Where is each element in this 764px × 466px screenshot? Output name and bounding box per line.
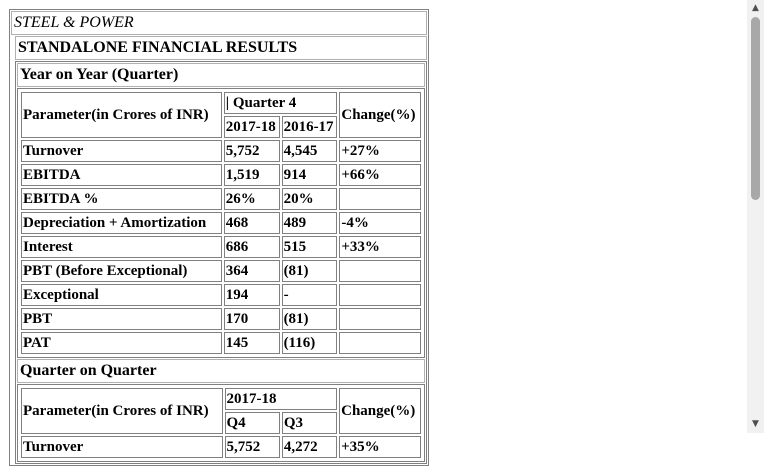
qoq-table-wrap: Parameter(in Crores of INR) 2017-18 Chan… — [17, 384, 425, 462]
table-subheader-row: 2017-18 2016-17 — [21, 116, 421, 138]
table-row: PBT (Before Exceptional) 364 (81) — [21, 260, 421, 282]
row-value-2: 4,545 — [281, 140, 338, 162]
row-change — [339, 332, 421, 354]
row-param: Depreciation + Amortization — [21, 212, 222, 234]
scroll-thumb[interactable] — [751, 17, 760, 200]
row-value-1: 686 — [223, 236, 280, 258]
row-value-2: - — [281, 284, 338, 306]
row-value-2: 914 — [281, 164, 338, 186]
table-row: Interest 686 515 +33% — [21, 236, 421, 258]
table-row: EBITDA % 26% 20% — [21, 188, 421, 210]
param-header: Parameter(in Crores of INR) — [21, 388, 223, 434]
table-row: Exceptional 194 - — [21, 284, 421, 306]
yoy-table: Parameter(in Crores of INR) | Quarter 4 … — [19, 90, 423, 356]
row-param: PAT — [21, 332, 222, 354]
change-header: Change(%) — [339, 92, 421, 138]
row-value-1: 364 — [223, 260, 280, 282]
scroll-down-icon[interactable]: ▼ — [752, 419, 759, 429]
row-param: Exceptional — [21, 284, 222, 306]
row-param: Turnover — [21, 436, 223, 458]
row-value-2: 20% — [281, 188, 338, 210]
table-header-row: Parameter(in Crores of INR) 2017-18 Chan… — [21, 388, 421, 434]
row-value-1: 194 — [223, 284, 280, 306]
yoy-title: Year on Year (Quarter) — [17, 63, 425, 87]
row-value-2: 489 — [281, 212, 338, 234]
page-title: STANDALONE FINANCIAL RESULTS — [15, 36, 427, 60]
scroll-up-icon[interactable]: ▲ — [752, 3, 759, 13]
brand-label: STEEL & POWER — [11, 11, 427, 35]
results-page: STEEL & POWER STANDALONE FINANCIAL RESUL… — [9, 9, 429, 466]
quarter-header: | Quarter 4 — [223, 92, 338, 114]
row-change: +27% — [339, 140, 421, 162]
row-value-1: 145 — [223, 332, 280, 354]
row-param: Interest — [21, 236, 222, 258]
row-change: +66% — [339, 164, 421, 186]
yoy-table-wrap: Parameter(in Crores of INR) | Quarter 4 … — [17, 88, 425, 358]
qoq-table: Parameter(in Crores of INR) 2017-18 Chan… — [19, 386, 423, 460]
table-row: PBT 170 (81) — [21, 308, 421, 330]
row-value-1: 468 — [223, 212, 280, 234]
row-change — [339, 260, 421, 282]
row-value-2: (81) — [281, 260, 338, 282]
row-value-1: 5,752 — [223, 140, 280, 162]
col2-header: Q3 — [281, 412, 338, 434]
row-change — [339, 188, 421, 210]
year-header: 2017-18 — [224, 388, 338, 410]
row-param: EBITDA — [21, 164, 222, 186]
vertical-scrollbar[interactable]: ▲ ▼ — [747, 0, 764, 433]
results-container: STEEL & POWER STANDALONE FINANCIAL RESUL… — [9, 9, 429, 466]
row-value-2: (81) — [281, 308, 338, 330]
col2-header: 2016-17 — [281, 116, 338, 138]
qoq-title: Quarter on Quarter — [17, 359, 425, 383]
table-row: EBITDA 1,519 914 +66% — [21, 164, 421, 186]
row-param: PBT (Before Exceptional) — [21, 260, 222, 282]
table-row: Turnover 5,752 4,545 +27% — [21, 140, 421, 162]
col1-header: Q4 — [224, 412, 280, 434]
row-param: EBITDA % — [21, 188, 222, 210]
row-value-1: 170 — [223, 308, 280, 330]
row-param: Turnover — [21, 140, 222, 162]
param-header: Parameter(in Crores of INR) — [21, 92, 222, 138]
table-row: Depreciation + Amortization 468 489 -4% — [21, 212, 421, 234]
row-change: -4% — [339, 212, 421, 234]
row-change — [339, 284, 421, 306]
row-value-1: 5,752 — [224, 436, 280, 458]
row-change: +35% — [339, 436, 421, 458]
yoy-section: Year on Year (Quarter) Parameter(in Cror… — [15, 61, 427, 464]
row-value-2: (116) — [281, 332, 338, 354]
row-value-1: 1,519 — [223, 164, 280, 186]
row-change: +33% — [339, 236, 421, 258]
change-header: Change(%) — [339, 388, 421, 434]
table-row: PAT 145 (116) — [21, 332, 421, 354]
table-header-row: Parameter(in Crores of INR) | Quarter 4 … — [21, 92, 421, 138]
row-value-1: 26% — [223, 188, 280, 210]
row-change — [339, 308, 421, 330]
row-param: PBT — [21, 308, 222, 330]
row-value-2: 515 — [281, 236, 338, 258]
row-value-2: 4,272 — [281, 436, 338, 458]
col1-header: 2017-18 — [223, 116, 280, 138]
table-row: Turnover 5,752 4,272 +35% — [21, 436, 421, 458]
